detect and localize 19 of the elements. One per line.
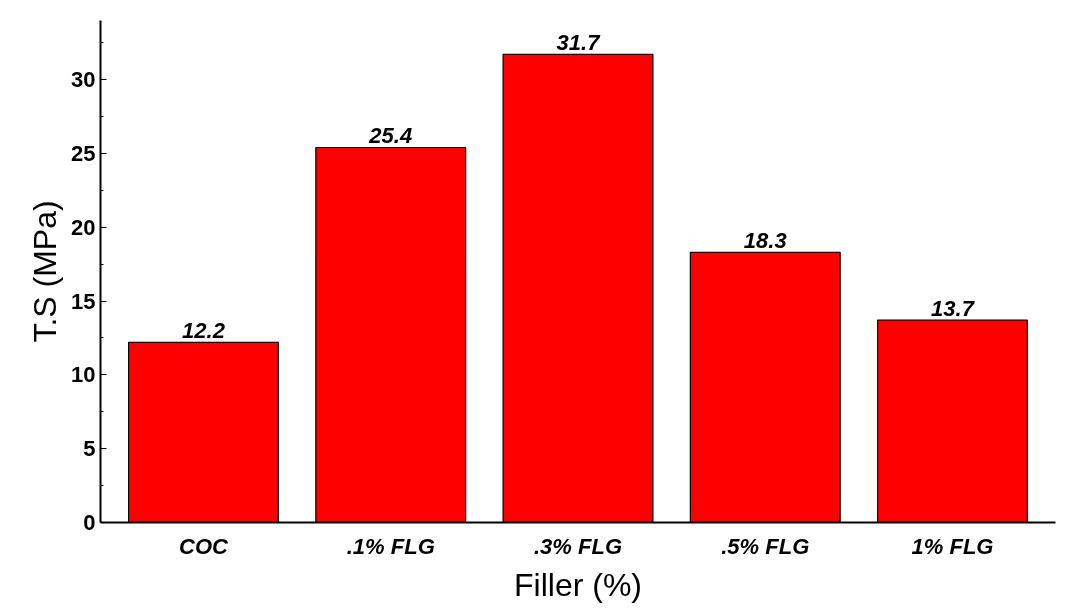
y-tick-label: 25 xyxy=(71,140,96,166)
x-tick-label: .1% FLG xyxy=(346,533,435,559)
y-tick-label: 15 xyxy=(71,288,96,314)
y-tick-label: 0 xyxy=(83,510,96,535)
y-tick-label: 30 xyxy=(71,67,96,93)
x-tick-label: .3% FLG xyxy=(533,533,623,559)
y-tick-label: 20 xyxy=(71,214,96,240)
data-label: 18.3 xyxy=(743,228,787,254)
data-label: 13.7 xyxy=(931,296,976,322)
y-tick-label: 5 xyxy=(83,436,96,462)
x-tick-label: 1% FLG xyxy=(911,533,994,559)
data-label: 31.7 xyxy=(556,30,602,56)
x-axis-title: Filler (%) xyxy=(514,566,642,603)
y-axis-title: T.S (MPa) xyxy=(27,200,64,343)
x-tick-label: COC xyxy=(179,533,230,559)
x-tick-label: .5% FLG xyxy=(721,533,810,559)
data-label: 25.4 xyxy=(368,123,413,149)
data-label: 12.2 xyxy=(182,318,226,344)
y-tick-label: 10 xyxy=(71,362,96,388)
